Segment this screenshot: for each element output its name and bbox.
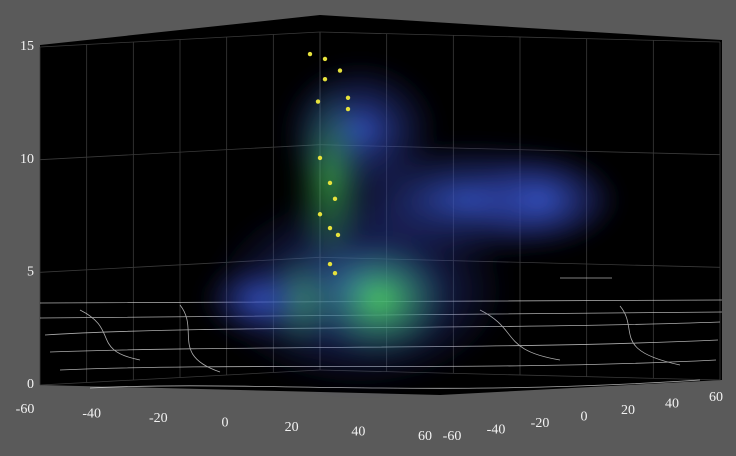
z-tick-label: 0 (27, 377, 34, 392)
x-tick-label: -20 (149, 411, 168, 426)
point (346, 96, 350, 100)
x-tick-label: 20 (285, 420, 299, 435)
y-tick-label: -60 (443, 429, 462, 444)
x-tick-label: 60 (418, 429, 432, 444)
point (336, 233, 340, 237)
y-tick-label: -20 (531, 416, 550, 431)
x-tick-label: 40 (351, 425, 365, 440)
point (318, 156, 322, 160)
point (328, 181, 332, 185)
point (318, 212, 322, 216)
point (333, 271, 337, 275)
point (328, 226, 332, 230)
y-tick-label: 60 (709, 390, 723, 405)
y-tick-label: 20 (621, 403, 635, 418)
chart: 0 5 10 15 -60 -40 -20 0 20 40 60 -60 -40 -20 0 20 40 60 (0, 0, 736, 456)
x-tick-label: -60 (16, 402, 35, 417)
point (316, 99, 320, 103)
point (323, 77, 327, 81)
x-tick-label: 0 (222, 416, 229, 431)
x-tick-label: -40 (82, 407, 101, 422)
point (328, 262, 332, 266)
z-tick-label: 15 (20, 39, 34, 54)
point (333, 197, 337, 201)
point (346, 107, 350, 111)
y-tick-label: 0 (581, 410, 588, 425)
z-tick-label: 10 (20, 152, 34, 167)
point (323, 57, 327, 61)
y-tick-label: -40 (487, 423, 506, 438)
z-tick-label: 5 (27, 265, 34, 280)
point (338, 68, 342, 72)
point (308, 52, 312, 56)
y-tick-label: 40 (665, 397, 679, 412)
